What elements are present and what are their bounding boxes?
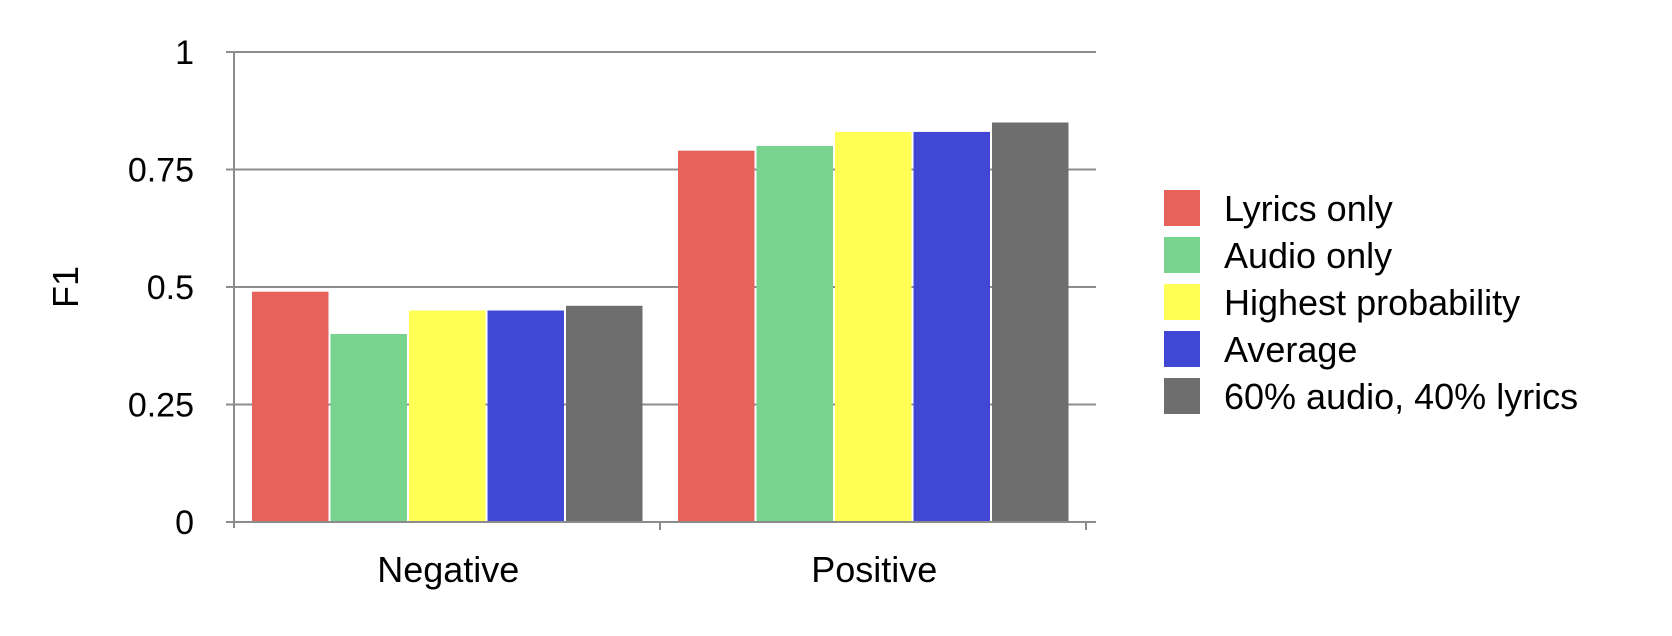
y-tick-label: 1 [175,34,194,72]
y-tick-label: 0.25 [128,387,194,425]
legend-label: Lyrics only [1224,188,1393,229]
bar-positive-lyrics-only [678,150,755,522]
bars [252,122,1069,522]
x-category-labels: Negative Positive [377,549,937,590]
bar-negative-highest-probability [409,310,486,522]
legend-label: 60% audio, 40% lyrics [1224,376,1578,417]
legend-label: Highest probability [1224,282,1520,323]
bar-positive-average [913,131,990,522]
legend-swatch [1164,237,1200,273]
legend-label: Audio only [1224,235,1392,276]
y-tick-label: 0.5 [147,269,194,307]
legend-swatch [1164,190,1200,226]
legend-swatch [1164,331,1200,367]
y-tick-label: 0 [175,504,194,542]
bar-positive-60-audio-40-lyrics [992,122,1069,522]
x-category-label: Negative [377,549,519,590]
bar-negative-60-audio-40-lyrics [566,305,643,522]
legend: Lyrics only Audio only Highest probability… [1164,188,1578,417]
bar-positive-highest-probability [835,131,912,522]
y-tick-label: 0.75 [128,152,194,190]
bar-positive-audio-only [756,146,833,522]
bar-negative-average [487,310,564,522]
y-axis-title: F1 [45,266,86,308]
axes [226,51,1096,530]
x-category-label: Positive [811,549,937,590]
bar-negative-lyrics-only [252,291,329,522]
legend-swatch [1164,284,1200,320]
bar-negative-audio-only [330,334,407,522]
legend-swatch [1164,378,1200,414]
legend-label: Average [1224,329,1357,370]
y-tick-labels: 0 0.25 0.5 0.75 1 [128,34,194,542]
